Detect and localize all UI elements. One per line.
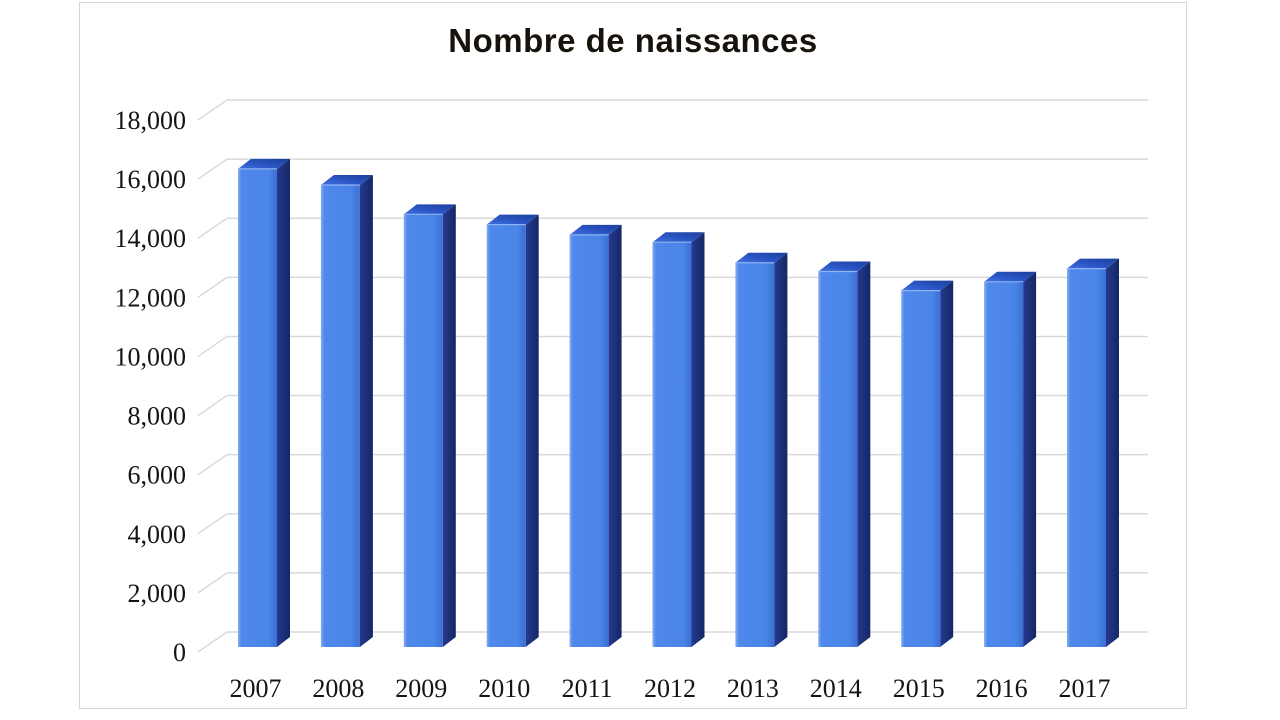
gridline-depth-tick	[197, 158, 228, 180]
bar-top-face	[486, 214, 539, 225]
x-axis-category-label: 2007	[230, 674, 282, 703]
bar-top-face	[569, 224, 622, 235]
bar-side-face	[1023, 271, 1037, 647]
x-axis-category-label: 2017	[1059, 674, 1111, 703]
bar-side-face	[1106, 258, 1119, 647]
bar-top-face	[652, 232, 705, 243]
y-axis-tick-label: 6,000	[128, 461, 187, 490]
y-axis-tick-label: 0	[173, 638, 186, 667]
bar-top-face	[1067, 258, 1119, 269]
gridline-depth-tick	[197, 572, 228, 594]
bar-2012	[652, 232, 705, 647]
bar-front-face	[486, 224, 526, 647]
chart-title: Nombre de naissances	[448, 22, 818, 59]
gridline-depth-tick	[197, 631, 228, 653]
bars	[238, 158, 1119, 648]
bar-side-face	[691, 232, 705, 647]
bar-top-face	[238, 158, 290, 169]
bar-top-face	[901, 280, 954, 291]
bar-top-face	[735, 252, 788, 263]
y-axis-tick-label: 2,000	[128, 579, 187, 608]
bar-2007	[238, 158, 290, 647]
gridline-depth-tick	[197, 513, 228, 535]
bar-top-face	[818, 261, 871, 272]
bar-2010	[486, 214, 539, 647]
bar-front-face	[1067, 268, 1106, 647]
bar-front-face	[320, 185, 360, 647]
bar-2017	[1067, 258, 1119, 647]
bar-2009	[403, 204, 456, 648]
bar-front-face	[569, 234, 609, 647]
bar-2013	[735, 252, 788, 647]
y-axis-tick-label: 18,000	[115, 106, 187, 135]
bar-side-face	[525, 214, 539, 647]
bar-side-face	[857, 261, 871, 647]
x-axis-category-label: 2008	[312, 674, 364, 703]
x-axis-category-label: 2013	[727, 674, 779, 703]
bar-front-face	[403, 214, 443, 648]
y-axis-tick-label: 16,000	[115, 165, 187, 194]
x-axis-category-label: 2010	[478, 674, 530, 703]
bar-side-face	[277, 158, 290, 647]
bar-top-face	[403, 204, 456, 215]
bar-side-face	[608, 224, 622, 647]
bar-front-face	[735, 262, 775, 647]
bar-2008	[320, 175, 373, 647]
bar-side-face	[359, 175, 373, 647]
gridline-depth-tick	[197, 276, 228, 298]
x-axis-category-label: 2011	[562, 674, 613, 703]
x-axis-category-label: 2012	[644, 674, 696, 703]
y-axis-tick-label: 8,000	[128, 402, 187, 431]
gridline-depth-tick	[197, 217, 228, 239]
bar-top-face	[320, 175, 373, 185]
bar-2014	[818, 261, 871, 647]
y-axis-tick-label: 14,000	[115, 224, 187, 253]
gridline-depth-tick	[197, 335, 228, 358]
gridline-depth-tick	[197, 99, 228, 121]
x-axis-category-label: 2014	[810, 674, 862, 703]
y-axis-tick-label: 4,000	[128, 520, 187, 549]
bar-top-face	[984, 271, 1037, 282]
y-axis-tick-label: 12,000	[115, 283, 187, 312]
bar-side-face	[442, 204, 456, 648]
gridline-depth-tick	[197, 454, 228, 476]
bar-front-face	[818, 271, 858, 647]
x-axis-category-label: 2016	[976, 674, 1028, 703]
bar-front-face	[901, 290, 941, 647]
bar-2015	[901, 280, 954, 647]
bar-front-face	[984, 281, 1024, 647]
x-axis-category-label: 2015	[893, 674, 945, 703]
bar-side-face	[774, 252, 788, 647]
bar-side-face	[940, 280, 954, 647]
bar-front-face	[652, 242, 692, 647]
bar-2016	[984, 271, 1037, 647]
gridline-depth-tick	[197, 394, 228, 417]
x-axis-category-label: 2009	[395, 674, 447, 703]
bar-2011	[569, 224, 622, 647]
y-axis-tick-label: 10,000	[115, 342, 187, 371]
bar-front-face	[238, 168, 277, 647]
